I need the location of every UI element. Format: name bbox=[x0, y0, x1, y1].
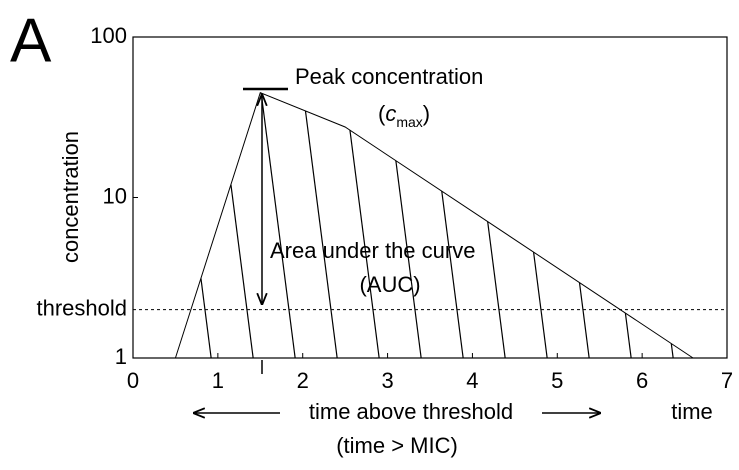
x-axis-label: time bbox=[671, 399, 713, 424]
hatch-line bbox=[128, 37, 173, 388]
hatch-line bbox=[463, 92, 510, 358]
annotation: c bbox=[385, 101, 396, 126]
x-tick-label: 4 bbox=[466, 368, 478, 393]
hatch-line bbox=[505, 92, 552, 358]
hatch-line bbox=[631, 92, 678, 358]
x-tick-label: 0 bbox=[127, 368, 139, 393]
hatch-line bbox=[379, 92, 426, 358]
annotation: (time > MIC) bbox=[336, 433, 458, 458]
annotation: Peak concentration bbox=[295, 64, 483, 89]
hatch-line bbox=[337, 92, 384, 358]
annotation: max bbox=[396, 114, 422, 130]
hatch-line bbox=[421, 92, 468, 358]
annotation: time above threshold bbox=[309, 399, 513, 424]
annotation: ) bbox=[423, 101, 430, 126]
hatch-line bbox=[295, 92, 342, 358]
y-tick-label: 100 bbox=[90, 23, 127, 48]
annotation: Area under the curve bbox=[270, 238, 475, 263]
hatch-line bbox=[0, 37, 5, 388]
y-tick-label: 1 bbox=[115, 344, 127, 369]
annotation: (cmax) bbox=[378, 101, 430, 130]
hatch-line bbox=[589, 92, 636, 358]
hatch-line bbox=[175, 92, 216, 358]
x-tick-label: 3 bbox=[381, 368, 393, 393]
x-tick-label: 1 bbox=[212, 368, 224, 393]
curve bbox=[174, 91, 694, 359]
panel-label: A bbox=[10, 6, 52, 75]
x-tick-label: 5 bbox=[551, 368, 563, 393]
annotation: ( bbox=[378, 101, 386, 126]
hatch-line bbox=[547, 92, 594, 358]
hatch-line bbox=[2, 37, 47, 388]
hatch bbox=[0, 37, 694, 388]
x-tick-label: 2 bbox=[297, 368, 309, 393]
x-tick-label: 7 bbox=[721, 368, 733, 393]
y-tick-label: threshold bbox=[36, 295, 127, 320]
annotation: (AUC) bbox=[359, 272, 420, 297]
y-axis-label: concentration bbox=[58, 131, 83, 263]
x-tick-label: 6 bbox=[636, 368, 648, 393]
hatch-line bbox=[86, 37, 131, 388]
y-tick-label: 10 bbox=[103, 183, 127, 208]
hatch-line bbox=[673, 92, 694, 358]
